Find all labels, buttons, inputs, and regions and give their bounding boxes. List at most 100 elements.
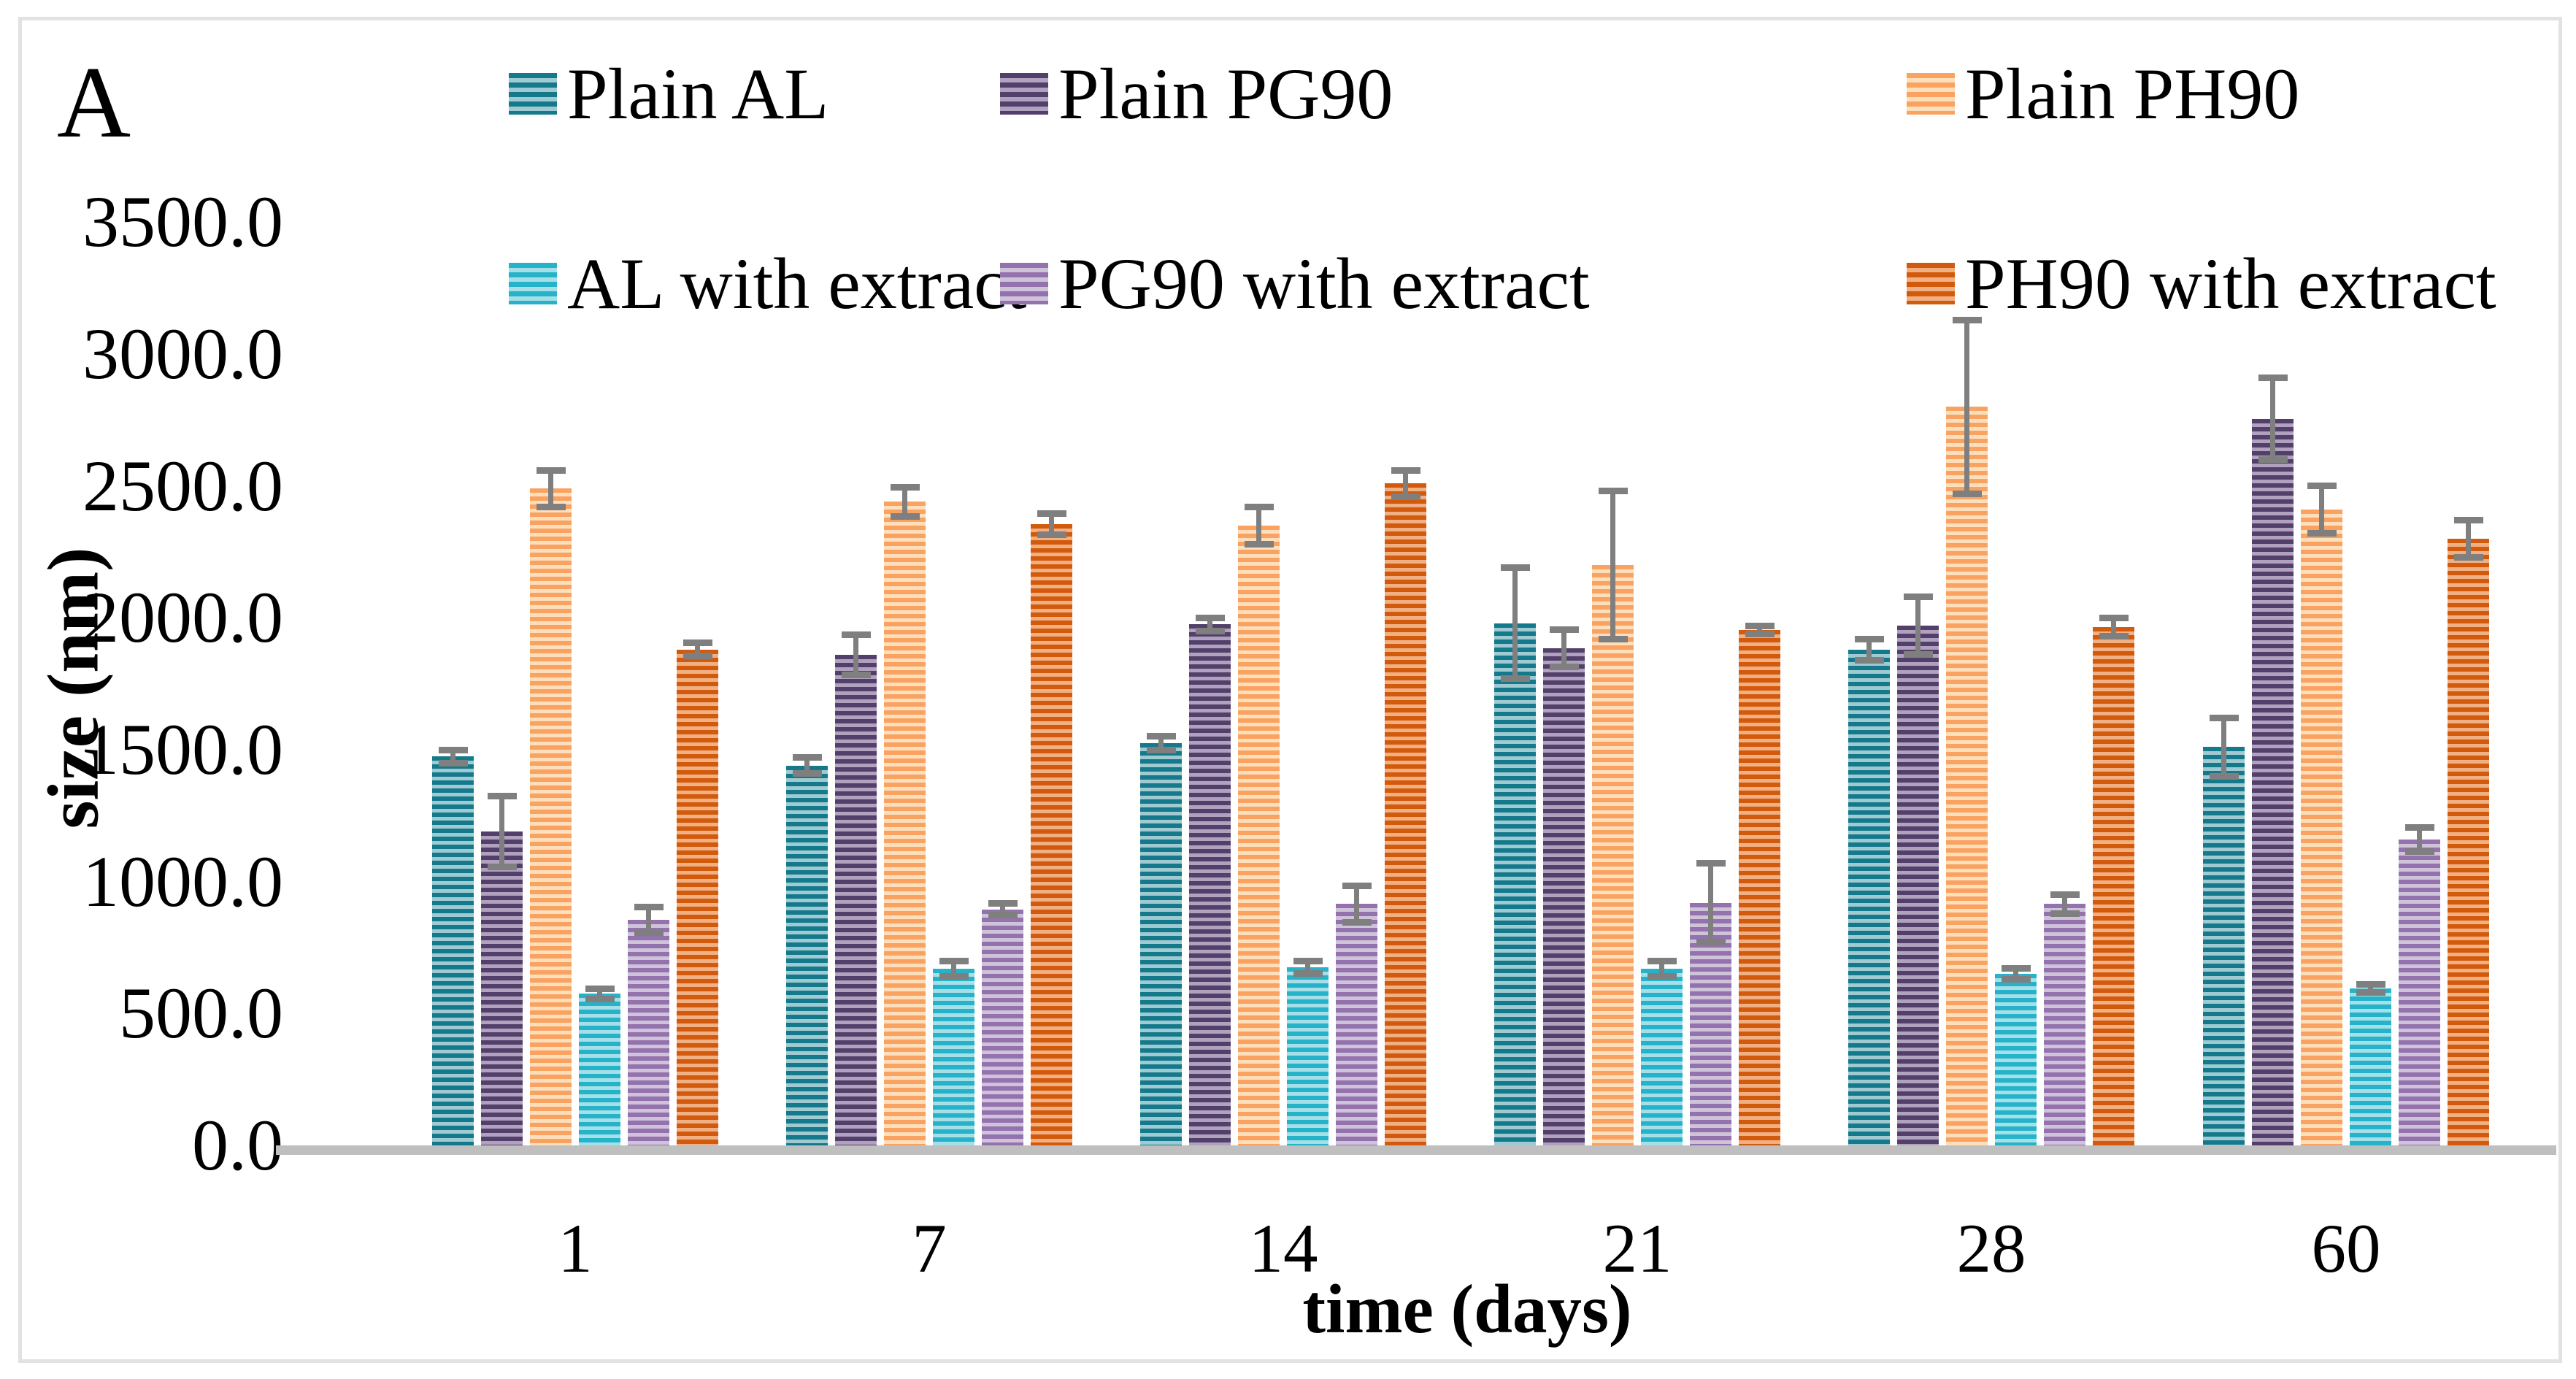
bar-plain-al-day-14 <box>1140 743 1182 1145</box>
error-bar-cap <box>792 754 822 761</box>
bar-ph90-with-extract-day-60 <box>2448 539 2489 1145</box>
error-bar-cap <box>1696 859 1726 867</box>
error-bar-cap <box>2258 374 2288 382</box>
bar-plain-pg90-day-60 <box>2252 418 2294 1145</box>
error-bar-cap <box>438 746 468 753</box>
bar-plain-pg90-day-21 <box>1543 648 1585 1145</box>
error-bar <box>1403 470 1408 497</box>
error-bar-cap <box>1903 593 1933 600</box>
y-tick-label: 3000.0 <box>82 313 283 395</box>
error-bar-cap <box>1037 531 1066 539</box>
error-bar-cap <box>2050 891 2080 898</box>
error-bar <box>1561 629 1566 667</box>
legend-label: Plain PH90 <box>1965 53 2300 134</box>
error-bar-cap <box>634 929 664 936</box>
bar-plain-ph90-day-21 <box>1592 565 1634 1145</box>
error-bar-cap <box>2404 848 2434 855</box>
error-bar-cap <box>2209 715 2239 722</box>
legend-label: Plain AL <box>567 53 829 134</box>
legend-swatch-plain-ph90 <box>1907 73 1955 115</box>
error-bar-cap <box>2453 517 2483 524</box>
error-bar-cap <box>634 904 664 911</box>
error-bar <box>1964 320 1969 494</box>
y-tick-label: 500.0 <box>119 972 283 1054</box>
error-bar-cap <box>1195 614 1225 621</box>
error-bar-cap <box>2099 633 2129 640</box>
error-bar <box>597 988 602 999</box>
error-bar-cap <box>1598 488 1628 495</box>
error-bar <box>548 470 553 507</box>
bar-al-with-extract-day-28 <box>1995 974 2037 1145</box>
error-bar-cap <box>988 899 1018 907</box>
legend-label: PH90 with extract <box>1965 243 2496 324</box>
error-bar-cap <box>1549 663 1579 670</box>
error-bar <box>1757 626 1762 634</box>
error-bar-cap <box>1745 622 1775 629</box>
error-bar <box>1049 513 1054 535</box>
y-tick-label: 2000.0 <box>82 577 283 658</box>
x-category-label: 60 <box>2311 1210 2381 1287</box>
error-bar-cap <box>841 631 871 639</box>
legend-label: Plain PG90 <box>1058 53 1393 134</box>
error-bar <box>1305 961 1310 974</box>
error-bar-cap <box>2258 456 2288 464</box>
error-bar <box>1866 639 1872 661</box>
error-bar <box>2111 618 2116 637</box>
bar-plain-al-day-21 <box>1494 623 1536 1145</box>
legend-swatch-plain-pg90 <box>1000 73 1048 115</box>
error-bar-cap <box>1696 939 1726 946</box>
legend-swatch-al-with-extract <box>509 263 557 304</box>
bar-plain-al-day-60 <box>2203 747 2245 1145</box>
bar-plain-ph90-day-7 <box>884 502 926 1145</box>
bar-plain-pg90-day-14 <box>1189 624 1231 1145</box>
bar-al-with-extract-day-14 <box>1287 967 1329 1145</box>
error-bar-cap <box>2209 772 2239 780</box>
figure-border <box>18 17 2562 1363</box>
error-bar-cap <box>2356 981 2385 988</box>
y-tick-label: 2500.0 <box>82 445 283 526</box>
error-bar <box>2270 377 2275 460</box>
error-bar-cap <box>1195 627 1225 634</box>
error-bar-cap <box>890 512 920 520</box>
error-bar <box>1708 863 1713 942</box>
error-bar-cap <box>2307 530 2337 537</box>
error-bar <box>1158 736 1164 750</box>
error-bar <box>1659 961 1664 977</box>
error-bar <box>450 750 455 764</box>
bar-al-with-extract-day-60 <box>2350 988 2391 1145</box>
error-bar <box>2062 894 2067 914</box>
x-category-label: 1 <box>558 1210 593 1287</box>
error-bar-cap <box>1293 958 1323 965</box>
error-bar-cap <box>585 995 615 1002</box>
error-bar <box>1915 596 1921 655</box>
error-bar <box>1512 567 1518 679</box>
error-bar <box>1610 491 1615 639</box>
error-bar-cap <box>1647 973 1677 980</box>
legend-swatch-plain-al <box>509 73 557 115</box>
error-bar-cap <box>1952 316 1982 323</box>
error-bar <box>804 757 810 774</box>
error-bar-cap <box>2050 910 2080 917</box>
error-bar-cap <box>1391 466 1420 474</box>
x-category-label: 21 <box>1602 1210 1672 1287</box>
error-bar-cap <box>683 639 712 647</box>
panel-label: A <box>57 46 131 159</box>
error-bar-cap <box>487 864 517 871</box>
error-bar-cap <box>1146 746 1176 753</box>
error-bar <box>1256 507 1261 545</box>
error-bar-cap <box>2404 824 2434 831</box>
error-bar-cap <box>841 671 871 678</box>
error-bar-cap <box>536 466 566 474</box>
error-bar-cap <box>939 958 969 965</box>
error-bar-cap <box>1244 504 1274 511</box>
bar-plain-pg90-day-28 <box>1897 626 1939 1145</box>
x-axis-line <box>276 1145 2556 1155</box>
error-bar-cap <box>1598 635 1628 642</box>
y-tick-label: 3500.0 <box>82 181 283 263</box>
error-bar-cap <box>890 484 920 491</box>
legend-label: AL with extract <box>567 243 1027 324</box>
error-bar-cap <box>1293 969 1323 977</box>
error-bar-cap <box>1037 510 1066 518</box>
x-category-label: 28 <box>1956 1210 2026 1287</box>
bar-pg90-with-extract-day-1 <box>628 920 669 1145</box>
